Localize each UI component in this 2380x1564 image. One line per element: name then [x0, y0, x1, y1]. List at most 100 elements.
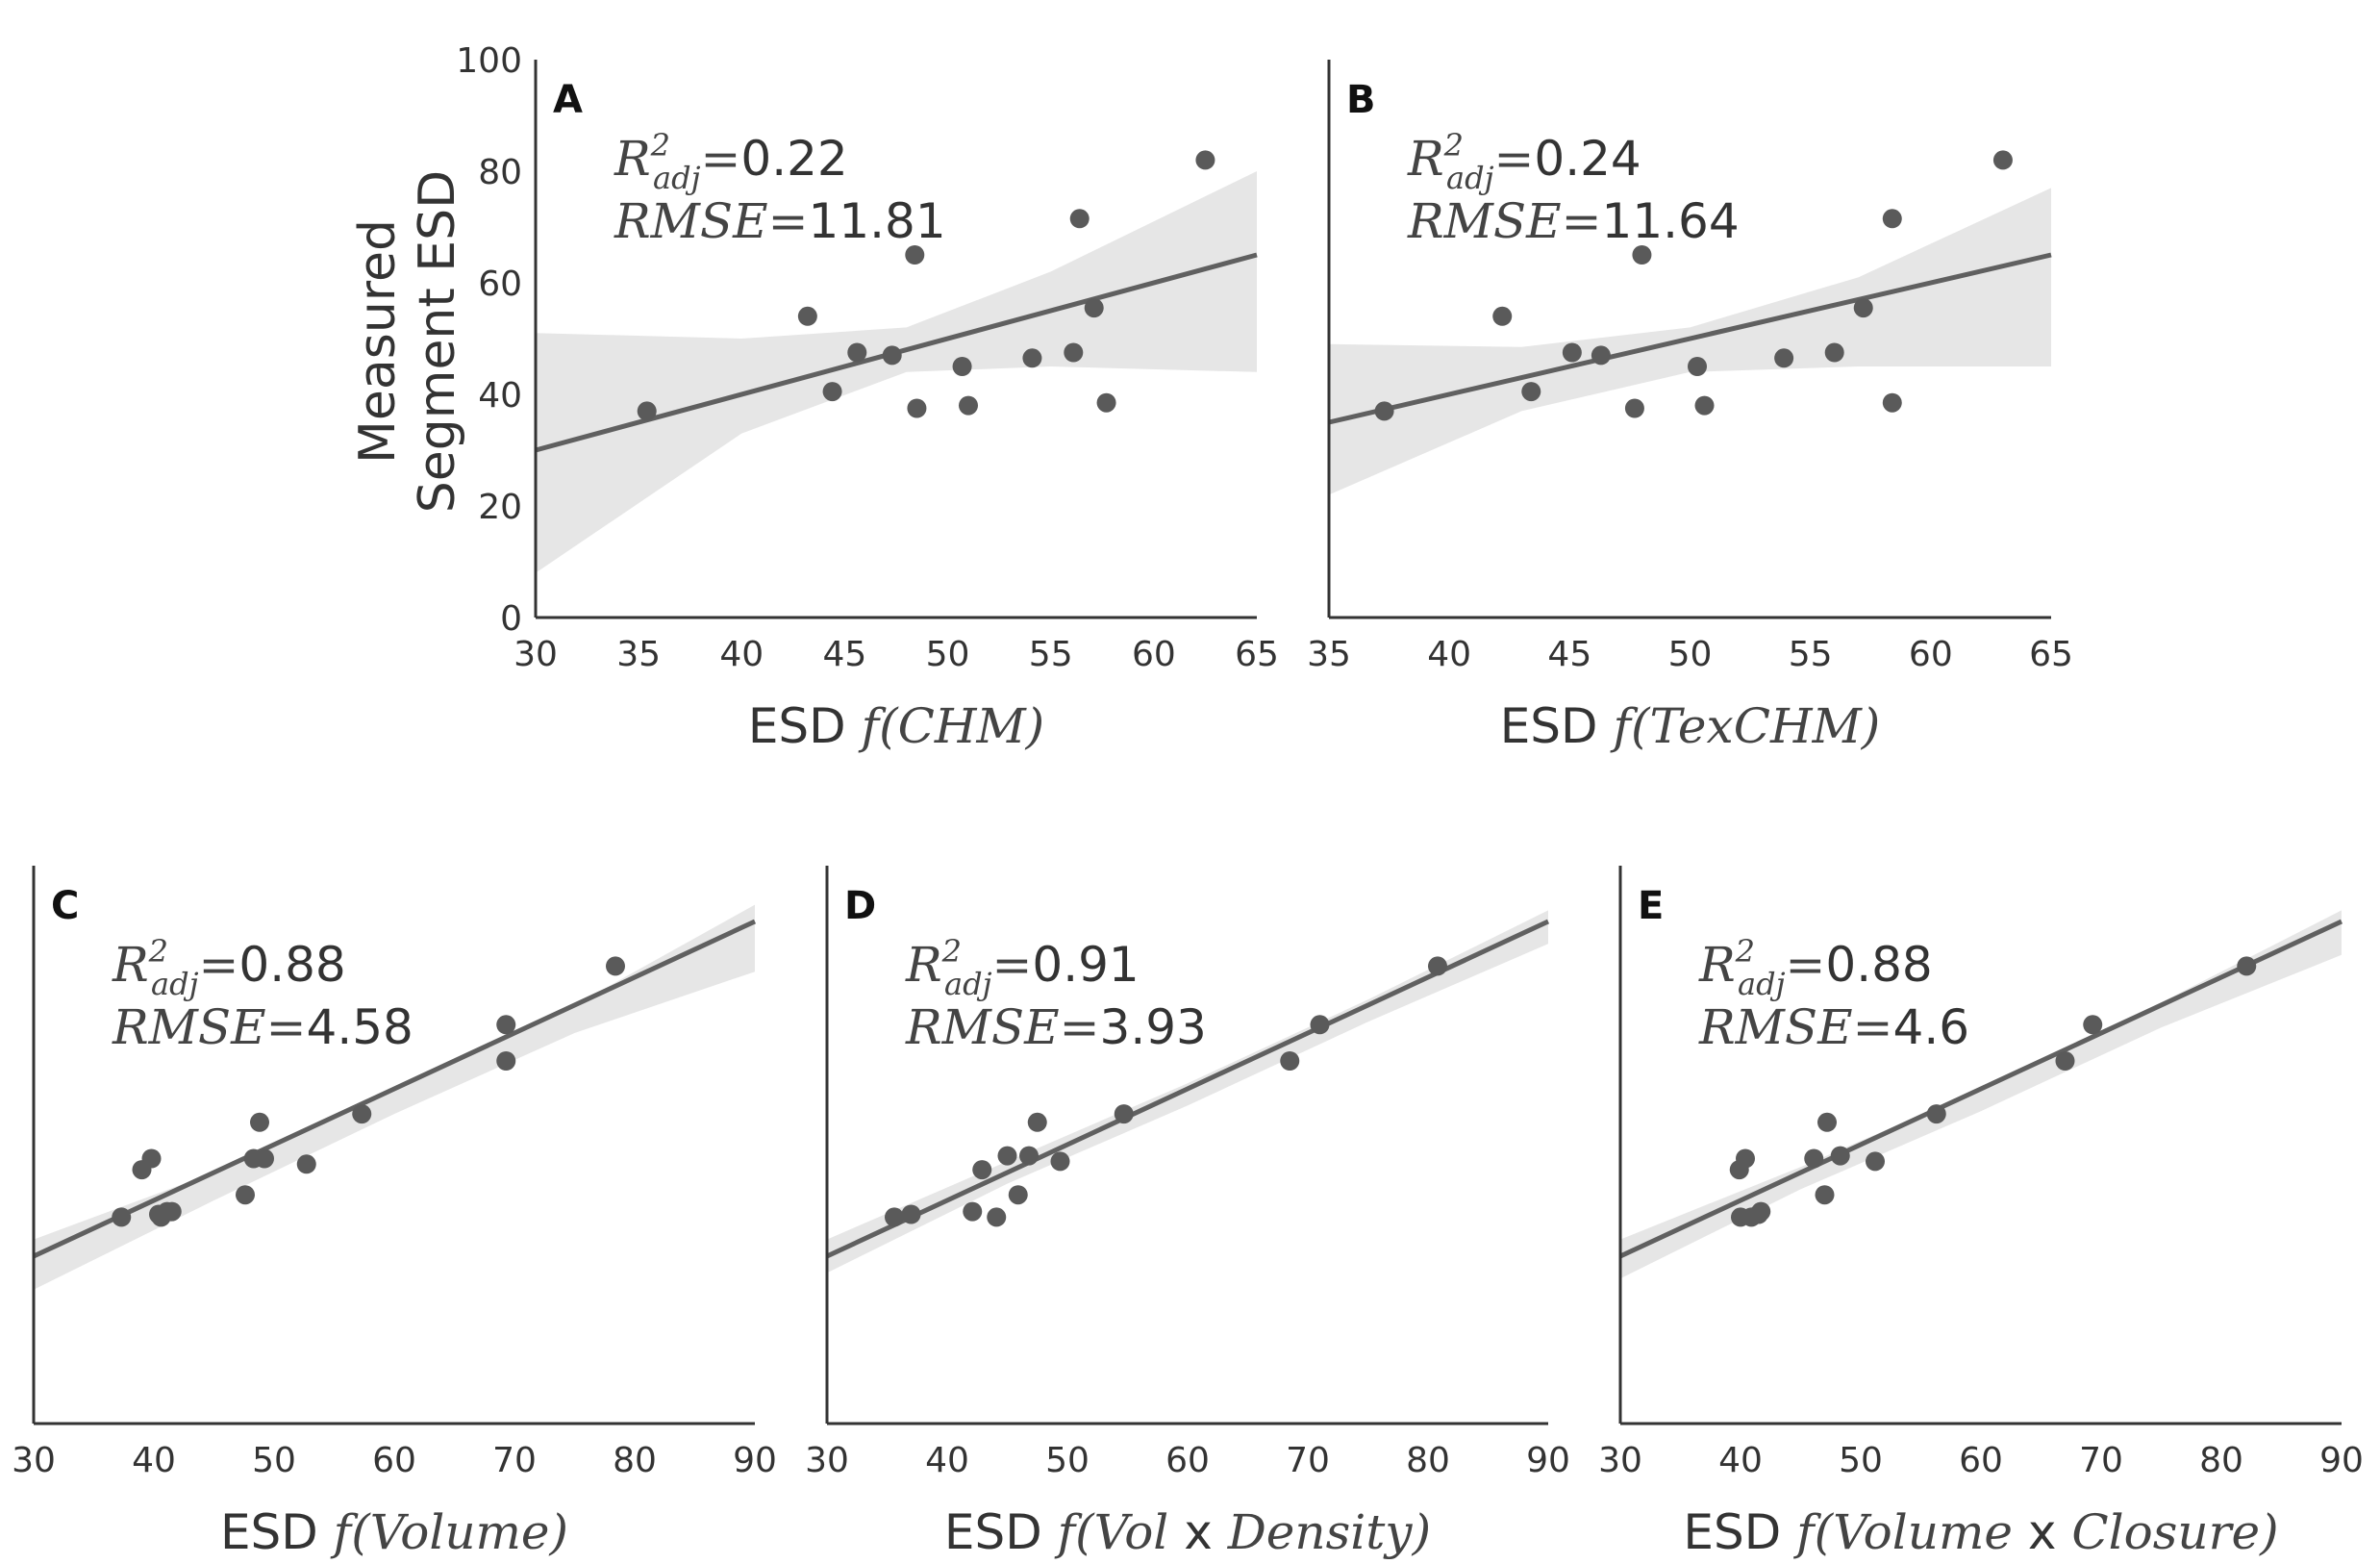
y-axis-title: MeasuredSegment ESD — [349, 170, 466, 513]
panel-d-xtick-label: 70 — [1286, 1441, 1330, 1480]
panel-d-point-14 — [1428, 956, 1447, 976]
panel-c-xtick-label: 70 — [492, 1441, 537, 1480]
panel-b-confidence-band — [1329, 188, 2051, 495]
panel-a-point-9 — [959, 395, 978, 416]
panel-a-label: A — [553, 78, 583, 122]
panel-d-regression-line — [825, 919, 1550, 1259]
panel-a-xtick-label: 30 — [514, 635, 558, 674]
panel-e-confidence-band — [1620, 910, 2342, 1279]
panel-b-rmse-annotation: RMSE=11.64 — [1407, 193, 1740, 249]
panel-a-ytick-label: 0 — [500, 599, 522, 639]
panel-c-point-13 — [352, 1104, 372, 1124]
panel-a-point-15 — [1195, 150, 1215, 170]
panel-d-confidence-band — [827, 910, 1548, 1274]
panel-c-point-11 — [255, 1148, 274, 1169]
panel-c-point-10 — [250, 1112, 269, 1132]
panel-d-point-7 — [1008, 1185, 1028, 1205]
panel-b-xtick-label: 35 — [1307, 635, 1351, 674]
panel-e-xtick-label: 30 — [1598, 1441, 1642, 1480]
panel-b-point-14 — [1882, 392, 1902, 413]
panel-d-point-10 — [1050, 1151, 1070, 1172]
panel-d-point-6 — [997, 1146, 1017, 1166]
panel-b-point-10 — [1774, 348, 1794, 368]
panel-a-point-8 — [952, 357, 972, 376]
panel-b-regression-line — [1328, 252, 2052, 425]
panel-e-point-9 — [1817, 1112, 1837, 1132]
panel-d-xtick-label: 50 — [1045, 1441, 1090, 1480]
panel-e-regression-line — [1618, 919, 2343, 1259]
panel-b-xtick-label: 45 — [1547, 635, 1591, 674]
panel-d-point-4 — [972, 1160, 992, 1180]
panel-c-xtick-label: 90 — [733, 1441, 777, 1480]
panel-d-xtick-label: 60 — [1165, 1441, 1210, 1480]
panel-d-label: D — [844, 884, 876, 928]
panel-d-xtick-label: 80 — [1406, 1441, 1450, 1480]
panel-e-label: E — [1638, 884, 1664, 928]
panel-d-point-8 — [1019, 1146, 1039, 1166]
panel-c-point-7 — [162, 1201, 182, 1222]
panel-d-point-1 — [885, 1207, 904, 1227]
panel-a-point-3 — [822, 382, 842, 402]
panel-b-point-2 — [1492, 306, 1513, 326]
panel-c-xtick-label: 50 — [252, 1441, 296, 1480]
panel-c-point-14 — [496, 1015, 516, 1035]
panel-a-r2-annotation: R2 adj=0.22 — [614, 127, 848, 196]
panel-e-point-3 — [1736, 1148, 1755, 1169]
panel-e-xtick-label: 50 — [1839, 1441, 1883, 1480]
panel-a-point-11 — [1064, 342, 1084, 363]
panel-b-point-11 — [1824, 342, 1844, 363]
panel-e-r2-annotation: R2 adj=0.88 — [1698, 933, 1933, 1002]
panel-b-x-axis-title: ESD f(TexCHM) — [1500, 698, 1881, 754]
panel-b-r2-annotation: R2 adj=0.24 — [1407, 127, 1641, 196]
panel-a-point-4 — [847, 342, 867, 363]
panel-b-xtick-label: 60 — [1909, 635, 1953, 674]
panel-e-xtick-label: 40 — [1718, 1441, 1763, 1480]
panel-b-point-8 — [1688, 357, 1708, 376]
panel-c-point-16 — [606, 956, 625, 976]
panel-d-xtick-label: 30 — [805, 1441, 849, 1480]
panel-e-xtick-label: 90 — [2319, 1441, 2364, 1480]
panel-c-regression-line — [32, 919, 757, 1259]
panel-b-point-4 — [1562, 342, 1582, 363]
panel-e-point-6 — [1751, 1201, 1771, 1222]
panel-e-point-13 — [2055, 1051, 2075, 1071]
panel-c-xtick-label: 80 — [613, 1441, 657, 1480]
panel-d-xtick-label: 90 — [1526, 1441, 1570, 1480]
panel-a-point-10 — [1022, 348, 1042, 368]
panel-a: 30 35 40 45 50 55 60 65 0 20 40 60 80 100 A R2 adj=0.22R… — [456, 41, 1279, 754]
panel-c-xtick-label: 40 — [132, 1441, 176, 1480]
panel-a-ytick-label: 40 — [478, 376, 522, 416]
panel-a-point-13 — [1084, 298, 1104, 318]
panel-a-point-12 — [1069, 209, 1090, 229]
panel-e-point-10 — [1830, 1146, 1850, 1166]
panel-a-xtick-label: 45 — [823, 635, 867, 674]
panel-d-point-9 — [1027, 1112, 1047, 1132]
panel-b-label: B — [1346, 78, 1376, 122]
panel-a-point-6 — [905, 245, 925, 265]
panel-a-x-axis-title: ESD f(CHM) — [748, 698, 1044, 754]
panel-d-point-5 — [987, 1207, 1007, 1227]
panel-d-rmse-annotation: RMSE=3.93 — [905, 999, 1207, 1055]
panel-b-point-12 — [1853, 298, 1873, 318]
panel-b-point-5 — [1591, 345, 1611, 366]
panel-b-xtick-label: 50 — [1668, 635, 1713, 674]
panel-b-point-6 — [1624, 398, 1644, 418]
panel-b-point-15 — [1992, 150, 2013, 170]
panel-a-ytick-label: 60 — [478, 265, 522, 304]
panel-d-point-12 — [1280, 1051, 1300, 1071]
panel-a-point-1 — [637, 401, 657, 421]
panel-e-point-12 — [1926, 1104, 1946, 1124]
panel-d-point-11 — [1114, 1104, 1134, 1124]
panel-a-xtick-label: 65 — [1235, 635, 1279, 674]
panel-e-xtick-label: 60 — [1959, 1441, 2003, 1480]
panel-e-x-axis-title: ESD f(Volume x Closure) — [1683, 1504, 2278, 1560]
panel-a-ytick-label: 80 — [478, 153, 522, 192]
panel-b-point-13 — [1882, 209, 1902, 229]
panel-c-rmse-annotation: RMSE=4.58 — [112, 999, 413, 1055]
panel-e-point-14 — [2083, 1015, 2103, 1035]
panel-d-point-2 — [901, 1204, 921, 1224]
